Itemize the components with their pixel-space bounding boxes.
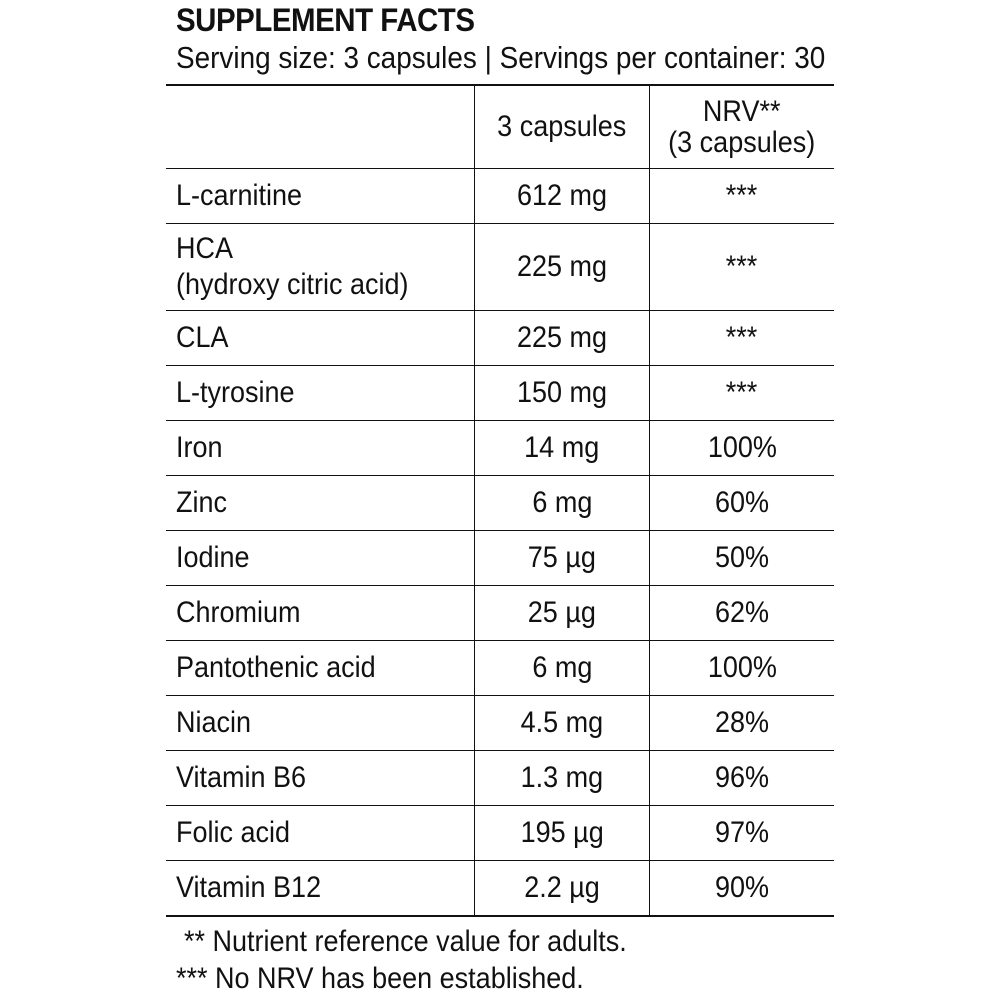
ingredient-name: CLA [166, 310, 475, 366]
ingredient-amount: 1.3 mg [474, 750, 650, 806]
ingredient-name: Iodine [166, 530, 475, 586]
ingredient-name: Vitamin B12 [176, 871, 322, 904]
table-row: Pantothenic acid 6 mg 100% [166, 640, 834, 696]
table-row: Niacin 4.5 mg 28% [166, 695, 834, 751]
ingredient-nrv: *** [649, 365, 834, 421]
ingredient-amount: 25 µg [474, 585, 650, 641]
ingredient-nrv: *** [649, 310, 834, 366]
serving-info: Serving size: 3 capsules | Servings per … [176, 40, 826, 75]
ingredient-name: Zinc [166, 475, 475, 531]
table-row: Vitamin B12 2.2 µg 90% [166, 860, 834, 916]
table-row: Folic acid 195 µg 97% [166, 805, 834, 861]
table-row: HCA (hydroxy citric acid) 225 mg *** [166, 223, 834, 311]
ingredient-amount: 225 mg [474, 310, 650, 366]
ingredient-name: Vitamin B6 [166, 750, 475, 806]
ingredient-nrv: 90% [649, 860, 834, 916]
no-nrv-footnote: *** No NRV has been established. [176, 962, 584, 995]
ingredient-nrv: 100% [649, 640, 834, 696]
ingredient-amount: 150 mg [474, 365, 650, 421]
ingredient-nrv: 100% [649, 420, 834, 476]
table-row: Chromium 25 µg 62% [166, 585, 834, 641]
table-header-row: 3 capsules NRV** (3 capsules) [166, 85, 834, 169]
ingredient-name: Folic acid [166, 805, 475, 861]
supplement-facts-table: 3 capsules NRV** (3 capsules) L-carnitine… [166, 84, 834, 917]
table-row: L-carnitine 612 mg *** [166, 168, 834, 224]
supplement-facts-title: SUPPLEMENT FACTS [176, 2, 475, 38]
ingredient-name: Iron [166, 420, 475, 476]
ingredient-nrv: 28% [649, 695, 834, 751]
ingredient-nrv: 62% [649, 585, 834, 641]
ingredient-amount: 4.5 mg [474, 695, 650, 751]
ingredient-name: L-carnitine [166, 168, 475, 224]
ingredient-nrv: 97% [649, 805, 834, 861]
ingredient-nrv: 96% [649, 750, 834, 806]
header-amount-label: 3 capsules [497, 110, 627, 143]
ingredient-amount: 6 mg [474, 640, 650, 696]
header-ingredient-cell [166, 85, 475, 169]
ingredient-amount: 6 mg [474, 475, 650, 531]
ingredient-amount: 14 mg [474, 420, 650, 476]
table-row: Iodine 75 µg 50% [166, 530, 834, 586]
ingredient-name: Chromium [166, 585, 475, 641]
ingredient-amount: 612 mg [474, 168, 650, 224]
ingredient-nrv: 60% [649, 475, 834, 531]
ingredient-name: Pantothenic acid [166, 640, 475, 696]
ingredient-name: Niacin [166, 695, 475, 751]
ingredient-nrv: *** [649, 168, 834, 224]
table-row: Iron 14 mg 100% [166, 420, 834, 476]
table-row: CLA 225 mg *** [166, 310, 834, 366]
ingredient-amount: 75 µg [474, 530, 650, 586]
header-nrv-label: NRV** (3 capsules) [668, 95, 816, 159]
nrv-footnote: ** Nutrient reference value for adults. [184, 925, 627, 958]
table-row: Zinc 6 mg 60% [166, 475, 834, 531]
ingredient-amount: 2.2 µg [474, 860, 650, 916]
header-nrv-cell: NRV** (3 capsules) [649, 85, 834, 169]
ingredient-nrv: *** [649, 223, 834, 311]
header-amount-cell: 3 capsules [474, 85, 650, 169]
table-row: Vitamin B6 1.3 mg 96% [166, 750, 834, 806]
table-row: L-tyrosine 150 mg *** [166, 365, 834, 421]
ingredient-name: HCA (hydroxy citric acid) [166, 223, 475, 311]
ingredient-name: L-tyrosine [166, 365, 475, 421]
ingredient-amount: 195 µg [474, 805, 650, 861]
ingredient-amount: 225 mg [474, 223, 650, 311]
ingredient-nrv: 50% [649, 530, 834, 586]
